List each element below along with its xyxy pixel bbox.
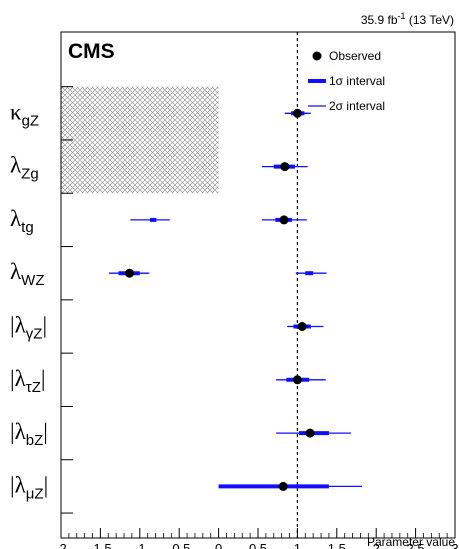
x-tick-label: -2 — [55, 541, 67, 549]
parameter-label: |λμZ| — [10, 472, 48, 502]
legend-2sigma-label: 2σ interval — [329, 99, 385, 113]
parameter-label: |λγZ| — [10, 313, 47, 343]
legend-1sigma-label: 1σ interval — [329, 74, 385, 88]
x-tick-label: -0.5 — [168, 541, 190, 549]
observed-point — [297, 322, 307, 331]
parameter-label: κgZ — [10, 99, 39, 129]
observed-point — [292, 375, 302, 385]
observed-point — [280, 162, 290, 172]
excluded-region-fill — [61, 86, 219, 194]
x-tick-label: 2.5 — [407, 541, 425, 549]
x-tick-label: 1.5 — [328, 541, 346, 549]
observed-point — [279, 215, 289, 225]
excluded-region — [61, 86, 219, 194]
parameter-label: λZg — [10, 153, 39, 183]
x-tick-label: 0.5 — [249, 541, 267, 549]
x-tick-label: -1 — [134, 541, 146, 549]
cms-label: CMS — [68, 40, 115, 63]
parameter-label: λtg — [10, 206, 34, 236]
legend: Observed 1σ interval 2σ interval — [308, 49, 385, 113]
parameter-label: |λbZ| — [10, 419, 48, 449]
x-axis-label: Parameter value — [367, 535, 455, 549]
observed-point — [125, 268, 135, 278]
observed-point — [278, 481, 288, 491]
x-tick-label: 0 — [215, 541, 222, 549]
x-tick-label: 1 — [294, 541, 301, 549]
x-tick-label: -1.5 — [89, 541, 111, 549]
x-tick-label: 2 — [373, 541, 380, 549]
legend-observed-marker — [312, 51, 322, 61]
legend-observed-label: Observed — [329, 49, 381, 63]
parameter-label: |λτZ| — [10, 366, 45, 396]
observed-point — [292, 108, 302, 118]
lumi-label: 35.9 fb-1 (13 TeV) — [361, 11, 454, 27]
parameter-label: λWZ — [10, 259, 44, 289]
observed-point — [305, 428, 315, 438]
x-tick-label: 3 — [451, 541, 458, 549]
